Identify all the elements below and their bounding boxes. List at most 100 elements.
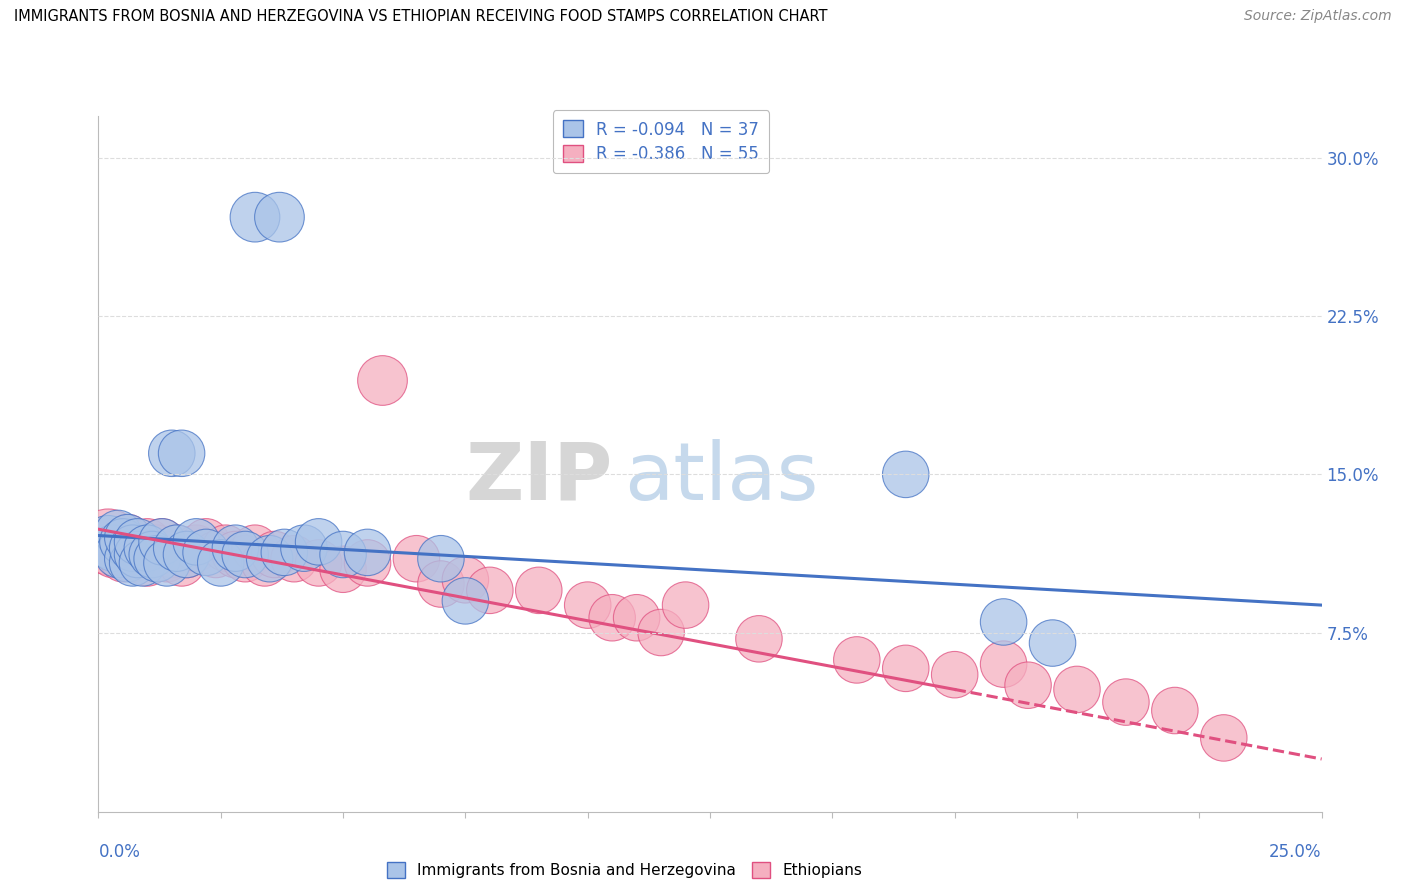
Point bbox=[117, 531, 139, 545]
Point bbox=[150, 534, 173, 549]
Text: atlas: atlas bbox=[624, 439, 818, 516]
Point bbox=[356, 556, 378, 570]
Point bbox=[273, 545, 295, 559]
Point bbox=[845, 653, 868, 667]
Point bbox=[136, 534, 159, 549]
Point bbox=[176, 548, 198, 562]
Point bbox=[111, 534, 134, 549]
Point bbox=[127, 548, 149, 562]
Point bbox=[166, 541, 188, 556]
Point bbox=[894, 467, 917, 482]
Text: 0.0%: 0.0% bbox=[98, 843, 141, 861]
Legend: Immigrants from Bosnia and Herzegovina, Ethiopians: Immigrants from Bosnia and Herzegovina, … bbox=[381, 856, 868, 884]
Point bbox=[176, 548, 198, 562]
Point bbox=[454, 594, 477, 608]
Point bbox=[101, 548, 124, 562]
Point bbox=[205, 548, 228, 562]
Point bbox=[243, 210, 266, 224]
Point bbox=[131, 556, 153, 570]
Point bbox=[136, 541, 159, 556]
Point bbox=[214, 541, 236, 556]
Point bbox=[97, 534, 120, 549]
Point bbox=[107, 541, 129, 556]
Point bbox=[170, 446, 193, 460]
Point bbox=[141, 548, 163, 562]
Point bbox=[224, 548, 246, 562]
Point bbox=[308, 556, 330, 570]
Point bbox=[283, 551, 305, 566]
Point bbox=[195, 534, 218, 549]
Point bbox=[186, 541, 208, 556]
Point bbox=[1212, 731, 1234, 745]
Point bbox=[107, 548, 129, 562]
Point bbox=[121, 541, 143, 556]
Point bbox=[146, 551, 169, 566]
Point bbox=[371, 372, 394, 386]
Point bbox=[111, 551, 134, 566]
Point bbox=[233, 551, 256, 566]
Text: ZIP: ZIP bbox=[465, 439, 612, 516]
Point bbox=[675, 598, 697, 612]
Text: IMMIGRANTS FROM BOSNIA AND HERZEGOVINA VS ETHIOPIAN RECEIVING FOOD STAMPS CORREL: IMMIGRANTS FROM BOSNIA AND HERZEGOVINA V… bbox=[14, 9, 828, 24]
Point bbox=[626, 611, 648, 625]
Point bbox=[121, 556, 143, 570]
Point bbox=[101, 541, 124, 556]
Point bbox=[308, 534, 330, 549]
Point bbox=[1066, 682, 1088, 697]
Point bbox=[292, 541, 315, 556]
Point bbox=[107, 526, 129, 541]
Point bbox=[430, 551, 453, 566]
Point bbox=[650, 625, 672, 640]
Point bbox=[97, 534, 120, 549]
Point bbox=[170, 556, 193, 570]
Point bbox=[111, 534, 134, 549]
Point bbox=[233, 548, 256, 562]
Point bbox=[117, 531, 139, 545]
Point bbox=[156, 556, 179, 570]
Point bbox=[127, 548, 149, 562]
Point bbox=[156, 551, 179, 566]
Point bbox=[150, 534, 173, 549]
Point bbox=[166, 541, 188, 556]
Point bbox=[136, 556, 159, 570]
Point bbox=[1042, 636, 1064, 650]
Point bbox=[259, 551, 281, 566]
Point bbox=[141, 548, 163, 562]
Point bbox=[332, 548, 354, 562]
Point bbox=[478, 583, 501, 598]
Point bbox=[117, 551, 139, 566]
Point bbox=[527, 583, 550, 598]
Point bbox=[195, 545, 218, 559]
Point bbox=[146, 541, 169, 556]
Point bbox=[405, 551, 427, 566]
Point bbox=[243, 541, 266, 556]
Point bbox=[1017, 678, 1039, 692]
Point bbox=[224, 541, 246, 556]
Point bbox=[127, 541, 149, 556]
Point bbox=[127, 534, 149, 549]
Point bbox=[186, 534, 208, 549]
Point bbox=[943, 667, 966, 681]
Point bbox=[356, 545, 378, 559]
Point bbox=[117, 548, 139, 562]
Point bbox=[209, 556, 232, 570]
Point bbox=[269, 210, 291, 224]
Point bbox=[894, 661, 917, 675]
Point bbox=[600, 611, 623, 625]
Point bbox=[748, 632, 770, 646]
Point bbox=[993, 615, 1015, 629]
Point bbox=[332, 562, 354, 576]
Point bbox=[430, 577, 453, 591]
Text: Source: ZipAtlas.com: Source: ZipAtlas.com bbox=[1244, 9, 1392, 23]
Point bbox=[1115, 695, 1137, 709]
Point bbox=[454, 573, 477, 587]
Point bbox=[160, 446, 183, 460]
Point bbox=[121, 541, 143, 556]
Point bbox=[993, 657, 1015, 672]
Point bbox=[263, 548, 285, 562]
Point bbox=[160, 548, 183, 562]
Point bbox=[576, 598, 599, 612]
Point bbox=[131, 541, 153, 556]
Text: 25.0%: 25.0% bbox=[1270, 843, 1322, 861]
Point bbox=[253, 556, 276, 570]
